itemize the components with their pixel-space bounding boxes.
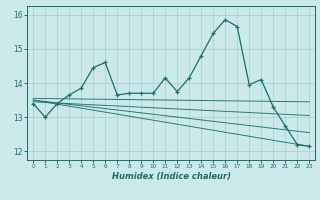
X-axis label: Humidex (Indice chaleur): Humidex (Indice chaleur): [112, 172, 231, 181]
